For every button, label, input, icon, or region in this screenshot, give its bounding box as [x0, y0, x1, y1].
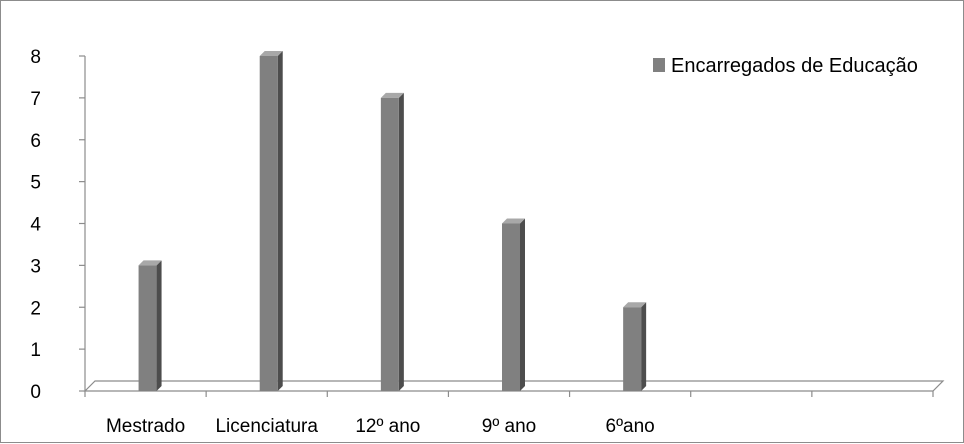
x-tick-label: 6ºano	[606, 416, 655, 437]
floor-plane	[83, 380, 945, 392]
bar-9-ano	[502, 218, 525, 391]
x-tick-label: 9º ano	[482, 416, 537, 437]
bar-side	[277, 51, 283, 391]
y-tick-label: 2	[30, 298, 41, 319]
x-tick-label: Mestrado	[106, 416, 185, 437]
y-tick-label: 0	[30, 382, 41, 403]
y-tick-label: 5	[30, 173, 41, 194]
y-tick-label: 4	[30, 215, 41, 236]
y-tick-label: 6	[30, 131, 41, 152]
bar-front	[502, 223, 520, 391]
bar-front	[138, 265, 157, 391]
bar-side	[398, 92, 404, 391]
bar-top	[259, 51, 283, 56]
bar-front	[623, 307, 642, 391]
x-tick-label: 12º ano	[355, 416, 420, 437]
bar-side	[641, 302, 647, 391]
bar-front	[380, 97, 399, 391]
y-axis: 0 1 2 3 4 5 6 7 8	[30, 47, 86, 403]
legend-label-encarregados: Encarregados de Educação	[671, 55, 918, 77]
x-axis-labels: Mestrado Licenciatura 12º ano 9º ano 6ºano	[106, 416, 655, 437]
bars	[138, 51, 647, 391]
bar-top	[623, 302, 647, 308]
bar-side	[520, 218, 525, 391]
bar-licenciatura	[259, 51, 283, 391]
legend-swatch	[653, 58, 665, 72]
bar-front	[259, 56, 278, 391]
bar-12-ano	[380, 92, 404, 391]
bar-mestrado	[138, 260, 162, 391]
x-tick-label: Licenciatura	[215, 416, 318, 437]
y-tick-label: 3	[30, 256, 41, 277]
legend: Encarregados de Educação	[653, 55, 918, 77]
bar-side	[156, 260, 162, 391]
y-tick-label: 7	[30, 89, 41, 110]
bar-top	[138, 260, 162, 266]
bar-top	[502, 218, 525, 224]
y-tick-label: 8	[30, 47, 41, 68]
chart-floor	[83, 380, 945, 397]
y-tick-label: 1	[30, 340, 41, 361]
bar-top	[380, 92, 404, 98]
bar-6-ano	[623, 302, 647, 391]
